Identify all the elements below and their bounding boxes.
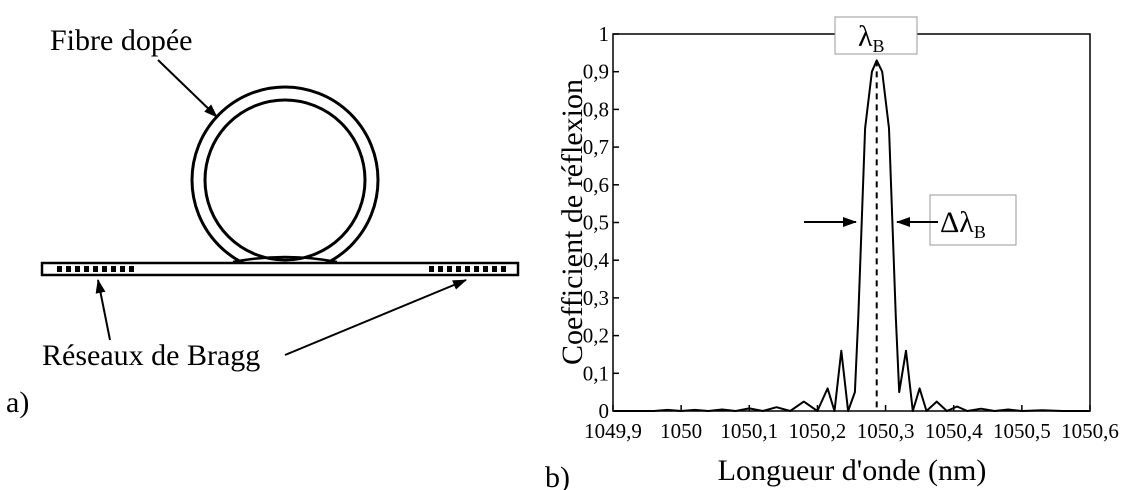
grating-tooth <box>447 266 452 272</box>
fiber-ring-outer <box>190 85 380 275</box>
x-axis-label: Longueur d'onde (nm) <box>718 454 987 487</box>
bragg-grating-left <box>57 266 134 272</box>
y-tick-label: 0,9 <box>583 60 609 84</box>
grating-tooth <box>474 266 479 272</box>
fiber-label-arrow <box>157 59 218 118</box>
y-tick-label: 0,2 <box>583 324 609 348</box>
x-tick-label: 1050,3 <box>857 419 915 443</box>
grating-tooth <box>111 266 116 272</box>
chart-annotations: λB ΔλB <box>804 16 1017 246</box>
grating-tooth <box>120 266 125 272</box>
x-tick-label: 1050,1 <box>720 419 778 443</box>
straight-fiber <box>40 261 520 277</box>
grating-tooth <box>429 266 434 272</box>
y-tick-label: 0 <box>599 399 610 423</box>
x-tick-label: 1050,5 <box>993 419 1051 443</box>
y-tick-label: 0,1 <box>583 361 609 385</box>
x-tick-label: 1050,4 <box>925 419 983 443</box>
peak-label-box <box>834 16 918 55</box>
peak-label-sub: B <box>873 36 885 56</box>
grating-tooth <box>57 266 62 272</box>
reflection-curve-0 <box>613 59 1090 412</box>
grating-tooth <box>93 266 98 272</box>
grating-tooth <box>501 266 506 272</box>
grating-arrow-right <box>284 279 467 356</box>
x-tick-label: 1050,2 <box>789 419 847 443</box>
peak-label: λB <box>858 20 885 56</box>
peak-label-main: λ <box>858 20 873 53</box>
y-tick-label: 0,6 <box>583 173 609 197</box>
width-label-sub: B <box>974 222 986 242</box>
grating-tooth <box>483 266 488 272</box>
width-label-main: Δλ <box>940 206 974 239</box>
bragg-grating-right <box>429 266 506 272</box>
x-tick-labels: 1049,9 1050 1050,1 1050,2 1050,3 1050,4 1050,5… <box>584 405 1119 443</box>
x-tick-label: 1049,9 <box>584 419 642 443</box>
width-label: ΔλB <box>940 206 986 242</box>
grating-tooth <box>84 266 89 272</box>
grating-tooth <box>75 266 80 272</box>
y-tick-label: 0,8 <box>583 97 609 121</box>
grating-tooth <box>102 266 107 272</box>
fiber-label: Fibre dopée <box>50 24 192 57</box>
y-tick-label: 0,3 <box>583 286 609 310</box>
grating-tooth <box>129 266 134 272</box>
grating-tooth <box>492 266 497 272</box>
panel-b-letter: b) <box>545 461 570 490</box>
y-tick-label: 1 <box>599 22 610 46</box>
grating-tooth <box>456 266 461 272</box>
y-axis-label: Coefficient de réflexion <box>556 79 589 365</box>
panel-b: Coefficient de réflexion Longueur d'onde… <box>545 16 1119 490</box>
y-tick-label: 0,5 <box>583 211 609 235</box>
grating-tooth <box>465 266 470 272</box>
x-tick-label: 1050 <box>660 419 702 443</box>
y-tick-label: 0,4 <box>583 248 610 272</box>
fiber-junction <box>232 255 338 264</box>
width-label-box <box>929 194 1017 246</box>
grating-tooth <box>66 266 71 272</box>
x-tick-label: 1050,6 <box>1061 419 1119 443</box>
panel-a: Fibre dopée Réseaux de Bragg a) <box>6 24 520 419</box>
fiber-ring-inner <box>203 98 367 262</box>
y-tick-label: 0,7 <box>583 135 609 159</box>
grating-tooth <box>438 266 443 272</box>
grating-arrow-left <box>95 279 111 341</box>
grating-label: Réseaux de Bragg <box>42 339 260 372</box>
y-tick-labels: 0 0,1 0,2 0,3 0,4 0,5 0,6 0,7 0,8 0,9 1 <box>583 22 619 423</box>
panel-a-letter: a) <box>6 386 29 419</box>
